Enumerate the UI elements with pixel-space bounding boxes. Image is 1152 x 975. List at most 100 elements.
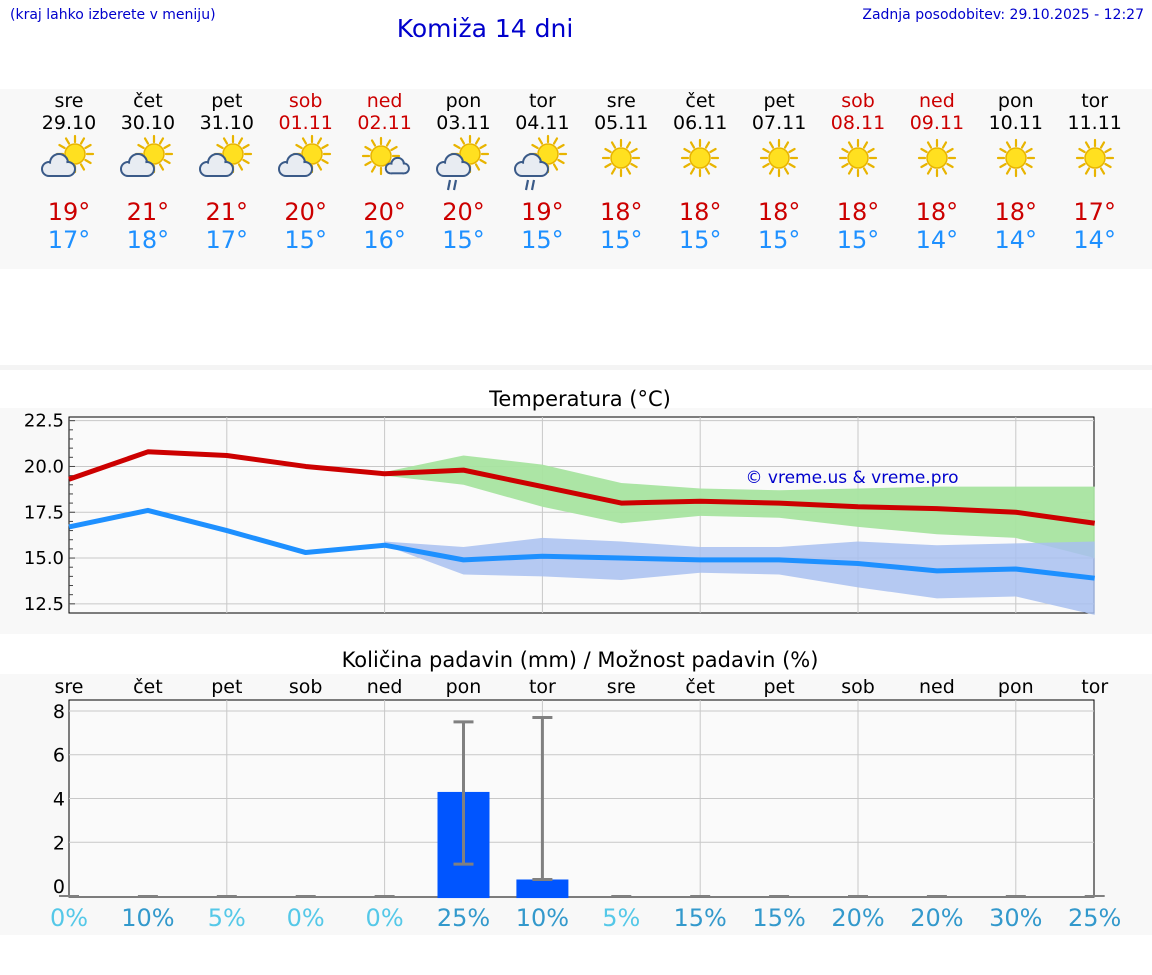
sun-rays bbox=[996, 138, 1035, 178]
y-tick-label: 20.0 bbox=[24, 456, 64, 477]
day-date: 06.11 bbox=[672, 112, 728, 134]
precipitation-chart-title: Količina padavin (mm) / Možnost padavin … bbox=[341, 648, 819, 672]
y-tick-label: 22.5 bbox=[24, 411, 64, 432]
min-temperature: 17° bbox=[47, 226, 91, 254]
cloud-shape bbox=[119, 153, 155, 177]
max-temperature: 17° bbox=[1073, 198, 1116, 226]
day-label: pet bbox=[763, 676, 794, 698]
max-temperature: 20° bbox=[442, 198, 485, 226]
sun-disc bbox=[610, 147, 633, 169]
last-updated: Zadnja posodobitev: 29.10.2025 - 12:27 bbox=[862, 7, 1144, 23]
day-label: ned bbox=[919, 676, 955, 698]
day-date: 29.10 bbox=[41, 112, 97, 134]
sun-cloud-icon bbox=[277, 134, 331, 177]
max-temperature: 20° bbox=[363, 198, 406, 226]
max-temperature: 18° bbox=[600, 198, 643, 226]
cloud-shape bbox=[41, 153, 76, 177]
max-temperature: 21° bbox=[205, 198, 249, 226]
min-temperature: 15° bbox=[284, 226, 327, 254]
sun-disc bbox=[143, 143, 165, 165]
min-temperature: 15° bbox=[757, 226, 801, 254]
day-date: 02.11 bbox=[357, 112, 412, 134]
day-name: ned bbox=[366, 90, 403, 112]
y-tick-label: 15.0 bbox=[24, 548, 64, 569]
max-temperature: 19° bbox=[521, 198, 564, 226]
precipitation-probability: 30% bbox=[989, 904, 1043, 932]
sun-rays bbox=[1075, 138, 1114, 178]
sun-disc bbox=[768, 147, 790, 169]
day-label: tor bbox=[529, 676, 556, 698]
sun-icon bbox=[681, 138, 720, 178]
cloud-shape bbox=[198, 153, 234, 177]
sun-disc bbox=[1005, 147, 1027, 169]
min-temperature: 14° bbox=[994, 226, 1038, 254]
cloud-shape bbox=[277, 153, 313, 177]
rain-drops bbox=[446, 179, 457, 191]
day-name: tor bbox=[1081, 90, 1109, 112]
min-temperature: 14° bbox=[915, 226, 959, 254]
y-tick-label: 6 bbox=[53, 745, 65, 767]
min-temperature: 17° bbox=[205, 226, 249, 254]
sun-icon bbox=[917, 138, 956, 178]
day-label: pet bbox=[211, 676, 242, 698]
day-date: 11.11 bbox=[1067, 112, 1122, 134]
cloud-shape bbox=[435, 153, 471, 177]
sun-disc bbox=[369, 145, 392, 167]
sun-icon bbox=[602, 138, 641, 178]
y-tick-label: 2 bbox=[53, 832, 65, 854]
sun-icon bbox=[996, 138, 1035, 178]
precipitation-chart: sre čet pet sob ned pon tor sre čet pet sob ned pon t… bbox=[53, 676, 1108, 899]
day-name: pon bbox=[445, 90, 482, 112]
day-date: 07.11 bbox=[751, 112, 807, 134]
day-name: čet bbox=[133, 90, 163, 112]
sun-disc bbox=[537, 143, 560, 165]
max-temperature: 19° bbox=[47, 198, 91, 226]
sun-rays bbox=[917, 138, 956, 178]
precipitation-probability: 20% bbox=[910, 904, 964, 932]
sun-icon bbox=[838, 138, 878, 178]
sun-rays bbox=[602, 138, 641, 178]
precipitation-probability: 0% bbox=[49, 904, 89, 932]
precipitation-probability: 5% bbox=[602, 904, 641, 932]
sun-rain-icon bbox=[514, 134, 568, 191]
max-temperature: 18° bbox=[836, 198, 880, 226]
location-menu-hint[interactable]: (kraj lahko izberete v meniju) bbox=[10, 7, 216, 23]
precipitation-error-bar bbox=[453, 720, 474, 866]
day-date: 31.10 bbox=[199, 112, 254, 134]
precipitation-probability: 20% bbox=[831, 904, 885, 932]
day-label: pon bbox=[446, 676, 482, 698]
y-tick-label: 8 bbox=[53, 701, 65, 723]
day-name: sob bbox=[841, 90, 875, 112]
day-date: 03.11 bbox=[436, 112, 491, 134]
sun-icon bbox=[1075, 138, 1114, 178]
day-name: čet bbox=[685, 90, 715, 112]
sun-disc bbox=[1083, 147, 1106, 169]
precipitation-probability: 15% bbox=[752, 904, 806, 932]
min-temperature: 15° bbox=[678, 226, 722, 254]
y-tick-label: 17.5 bbox=[24, 502, 64, 523]
page-title: Komiža 14 dni bbox=[396, 14, 574, 43]
sun-disc bbox=[458, 143, 481, 165]
temperature-chart: 12.5 15.0 17.5 20.0 22.5 © vreme.us & vreme.p… bbox=[24, 411, 1096, 615]
precipitation-probability: 10% bbox=[515, 904, 570, 932]
sun-rays bbox=[838, 138, 878, 178]
forecast-strip bbox=[0, 89, 1152, 269]
min-temperature-line bbox=[68, 507, 1095, 581]
precipitation-probability: 0% bbox=[365, 904, 404, 932]
min-temperature: 15° bbox=[442, 226, 485, 254]
precipitation-error-bar bbox=[532, 716, 553, 881]
day-label: sre bbox=[55, 676, 84, 698]
separator bbox=[0, 365, 1152, 370]
min-temperature: 15° bbox=[600, 226, 643, 254]
day-name: sob bbox=[288, 90, 323, 112]
day-date: 04.11 bbox=[515, 112, 570, 134]
min-temperature: 16° bbox=[363, 226, 406, 254]
max-temperature: 18° bbox=[678, 198, 722, 226]
sun-disc bbox=[222, 143, 244, 165]
sun-disc bbox=[847, 147, 869, 169]
sun-icon bbox=[759, 138, 799, 178]
rain-drops bbox=[525, 179, 536, 191]
temperature-chart-title: Temperatura (°C) bbox=[489, 387, 671, 411]
precipitation-probability: 0% bbox=[286, 904, 325, 932]
min-temperature: 15° bbox=[521, 226, 564, 254]
